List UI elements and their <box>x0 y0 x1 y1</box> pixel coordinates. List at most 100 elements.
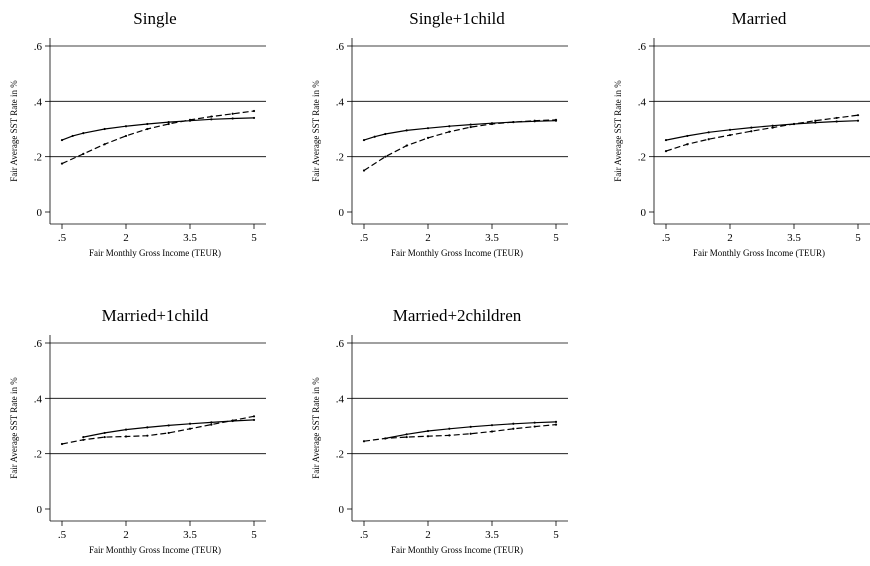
data-point <box>426 435 430 438</box>
data-point <box>167 424 170 427</box>
x-axis-label: Fair Monthly Gross Income (TEUR) <box>693 248 825 258</box>
data-point <box>490 122 494 126</box>
panel-title: Married <box>732 9 787 28</box>
data-point <box>60 162 64 165</box>
data-point <box>146 122 149 126</box>
data-point <box>469 125 472 129</box>
data-point <box>728 133 732 137</box>
x-axis-label: Fair Monthly Gross Income (TEUR) <box>89 545 221 555</box>
data-point <box>490 430 494 433</box>
data-point <box>686 134 689 138</box>
data-point <box>448 434 451 437</box>
data-point <box>82 435 85 439</box>
series-line-solid <box>83 419 255 438</box>
data-point <box>124 435 128 438</box>
data-point <box>146 426 149 429</box>
y-tick-label: 0 <box>339 504 345 516</box>
data-point <box>835 120 838 123</box>
chart-panel-1: Single 0 .2 .4 .6 .5 2 3.5 5 Fair Monthly Gross I… <box>9 9 266 258</box>
data-point <box>750 130 753 133</box>
y-tick-label: .4 <box>34 96 43 108</box>
y-tick-label: .6 <box>34 338 43 350</box>
x-tick-label: 2 <box>425 529 431 541</box>
x-tick-label: 2 <box>425 232 431 244</box>
y-tick-label: 0 <box>339 207 345 219</box>
data-point <box>490 424 494 427</box>
data-point <box>856 114 860 117</box>
data-point <box>512 427 515 430</box>
data-point <box>469 432 472 435</box>
y-tick-label: .2 <box>638 152 646 164</box>
series-line-dashed <box>665 114 859 152</box>
data-point <box>554 118 558 121</box>
data-point <box>231 112 234 115</box>
data-point <box>188 118 192 121</box>
data-point <box>426 127 430 130</box>
y-axis-label: Fair Average SST Rate in % <box>613 80 623 182</box>
data-point <box>252 109 256 113</box>
x-axis-label: Fair Monthly Gross Income (TEUR) <box>391 248 523 258</box>
chart-panel-2: Single+1child 0 .2 .4 .6 .5 2 3.5 5 Fair Monthly … <box>311 9 568 258</box>
data-point <box>814 119 817 122</box>
data-point <box>771 126 774 129</box>
y-tick-label: .2 <box>34 449 42 461</box>
x-tick-label: 2 <box>727 232 733 244</box>
data-point <box>448 125 451 128</box>
data-point <box>554 423 558 426</box>
x-tick-label: .5 <box>58 232 67 244</box>
y-tick-label: 0 <box>37 207 43 219</box>
x-tick-label: .5 <box>360 232 369 244</box>
data-point <box>405 129 408 132</box>
series-line-dashed <box>363 424 557 442</box>
x-tick-label: 2 <box>123 232 129 244</box>
data-point <box>426 429 430 433</box>
y-tick-label: .6 <box>336 41 345 53</box>
data-point <box>384 132 387 136</box>
panel-title: Single+1child <box>409 9 505 28</box>
x-axis-label: Fair Monthly Gross Income (TEUR) <box>89 248 221 258</box>
data-point <box>728 128 732 131</box>
x-tick-label: .5 <box>360 529 369 541</box>
y-tick-label: .2 <box>336 152 344 164</box>
x-tick-label: 5 <box>251 529 257 541</box>
chart-panel-5: Married+2children 0 .2 .4 .6 .5 2 3.5 5 Fair Mont… <box>311 306 568 555</box>
y-tick-label: 0 <box>641 207 647 219</box>
x-tick-label: 3.5 <box>787 232 801 244</box>
data-point <box>103 435 106 439</box>
data-point <box>469 425 472 428</box>
data-point <box>103 127 106 131</box>
y-tick-label: .4 <box>336 393 345 405</box>
data-point <box>512 422 515 425</box>
data-point <box>146 127 149 131</box>
panel-title: Married+2children <box>393 306 522 325</box>
x-tick-label: .5 <box>662 232 671 244</box>
data-point <box>856 119 860 122</box>
data-point <box>533 425 536 428</box>
data-point <box>60 138 64 142</box>
data-point <box>707 131 710 134</box>
data-point <box>210 421 213 424</box>
data-point <box>533 119 536 122</box>
data-point <box>60 442 64 446</box>
data-point <box>469 123 472 126</box>
y-axis-label: Fair Average SST Rate in % <box>311 377 321 479</box>
x-tick-label: 3.5 <box>485 529 499 541</box>
data-point <box>835 116 838 120</box>
x-tick-label: .5 <box>58 529 67 541</box>
x-tick-label: 2 <box>123 529 129 541</box>
data-point <box>252 116 256 120</box>
y-tick-label: .4 <box>638 96 647 108</box>
data-point <box>188 422 192 425</box>
series-line-solid <box>363 120 557 141</box>
x-tick-label: 5 <box>553 529 559 541</box>
chart-panel-3: Married 0 .2 .4 .6 .5 2 3.5 5 Fair Monthly Gross … <box>613 9 870 258</box>
data-point <box>664 150 668 153</box>
data-point <box>82 132 85 135</box>
y-tick-label: .4 <box>34 393 43 405</box>
data-point <box>448 427 451 430</box>
series-line-solid <box>61 117 255 141</box>
data-point <box>167 120 170 124</box>
series-line-solid <box>665 120 859 141</box>
data-point <box>362 138 366 142</box>
